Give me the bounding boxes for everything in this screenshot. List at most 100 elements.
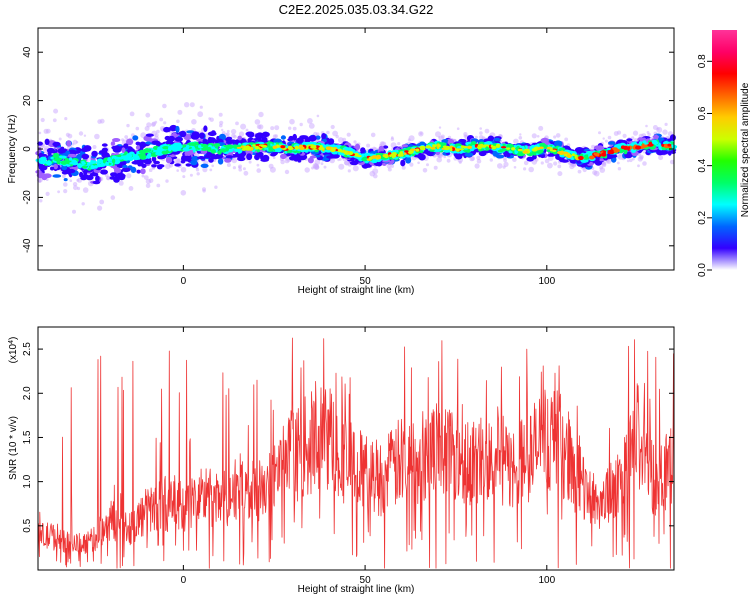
spectrogram-peak-cell — [430, 146, 436, 150]
spectrogram-peak-cell — [537, 147, 540, 151]
spectrogram-halo-cell — [176, 158, 183, 165]
spectrogram-halo-cell — [75, 141, 79, 144]
spectrogram-peak-cell — [578, 155, 584, 161]
spectrogram-halo-cell — [274, 125, 280, 131]
colorbar-label: Normalized spectral amplitude — [740, 82, 750, 217]
spectrogram-core-cell — [483, 141, 490, 145]
spectrogram-halo-cell — [184, 102, 190, 108]
spectrogram-band-cell — [360, 147, 366, 154]
spectrogram-peak-cell — [601, 152, 607, 157]
spectrogram-halo-cell — [135, 126, 140, 131]
spectrogram-halo-cell — [372, 168, 379, 175]
spectrogram-y-tick-label: 0 — [22, 146, 33, 152]
spectrogram-band-cell — [225, 155, 234, 159]
spectrogram-peak-cell — [549, 147, 553, 152]
spectrogram-core-cell — [96, 161, 100, 167]
spectrogram-halo-cell — [647, 132, 651, 137]
spectrogram-halo-cell — [272, 134, 277, 139]
spectrogram-halo-cell — [370, 132, 376, 138]
spectrogram-band-cell — [140, 168, 146, 175]
spectrogram-band-cell — [157, 155, 165, 160]
spectrogram-band-cell — [37, 141, 43, 146]
spectrogram-halo-cell — [99, 118, 105, 124]
spectrogram-core-cell — [429, 149, 435, 152]
spectrogram-halo-cell — [124, 135, 129, 139]
spectrogram-peak-cell — [501, 146, 507, 149]
spectrogram-halo-cell — [438, 126, 442, 129]
spectrogram-core-cell — [227, 145, 235, 148]
spectrogram-band-cell — [262, 154, 270, 162]
snr-y-tick-label: 1.0 — [22, 474, 33, 488]
spectrogram-peak-cell — [449, 147, 453, 152]
spectrogram-halo-cell — [602, 161, 606, 165]
spectrogram-peak-cell — [661, 143, 665, 147]
colorbar-ticks: 0.0 0.2 0.4 0.6 0.8 — [697, 54, 712, 277]
spectrogram-peak-cell — [337, 150, 345, 153]
spectrogram-panel: 0 50 100 40 20 0 -20 -40 Height of straight lin… — [7, 27, 678, 296]
spectrogram-band-cell — [207, 136, 212, 143]
spectrogram-halo-cell — [332, 130, 338, 137]
spectrogram-core-cell — [560, 147, 566, 152]
spectrogram-halo-cell — [202, 167, 208, 173]
spectrogram-band-cell — [151, 156, 157, 162]
spectrogram-halo-cell — [202, 187, 206, 192]
spectrogram-band-cell — [52, 141, 61, 147]
spectrogram-halo-cell — [599, 167, 606, 173]
spectrogram-core-cell — [71, 159, 77, 163]
spectrogram-peak-cell — [330, 147, 336, 152]
spectrogram-band-cell — [563, 145, 571, 149]
spectrogram-halo-cell — [219, 120, 224, 125]
spectrogram-halo-cell — [553, 161, 558, 166]
spectrogram-peak-cell — [397, 153, 404, 157]
spectrogram-core-cell — [86, 162, 92, 166]
spectrogram-halo-cell — [535, 158, 539, 162]
spectrogram-band-cell — [126, 138, 134, 146]
colorbar-bar — [712, 30, 737, 270]
spectrogram-peak-cell — [299, 144, 303, 149]
snr-y-tick-label: 2.0 — [22, 386, 33, 400]
spectrogram-core-cell — [361, 153, 365, 159]
spectrogram-band-cell — [532, 154, 537, 160]
spectrogram-halo-cell — [159, 117, 164, 122]
spectrogram-peak-cell — [613, 148, 618, 153]
spectrogram-x-tick-label: 100 — [538, 276, 555, 287]
spectrogram-x-tick-label: 0 — [181, 276, 187, 287]
spectrogram-band-cell — [203, 125, 208, 132]
spectrogram-band-cell — [112, 138, 121, 142]
spectrogram-halo-cell — [145, 183, 151, 189]
spectrogram-halo-cell — [52, 118, 57, 123]
spectrogram-halo-cell — [81, 202, 85, 206]
spectrogram-peak-cell — [252, 144, 256, 147]
spectrogram-core-cell — [162, 146, 170, 150]
spectrogram-band-cell — [297, 158, 302, 163]
spectrogram-band-cell — [52, 174, 62, 178]
spectrogram-core-cell — [214, 143, 221, 148]
spectrogram-halo-cell — [242, 167, 246, 171]
spectrogram-peak-cell — [594, 152, 600, 157]
spectrogram-halo-cell — [39, 199, 43, 203]
spectrogram-core-cell — [111, 158, 116, 164]
spectrogram-peak-cell — [258, 144, 265, 147]
spectrogram-halo-cell — [162, 103, 167, 109]
spectrogram-core-cell — [198, 144, 202, 149]
spectrogram-core-cell — [583, 155, 589, 160]
spectrogram-peak-cell — [419, 145, 426, 149]
spectrogram-band-cell — [151, 140, 161, 145]
spectrogram-core-cell — [68, 157, 73, 161]
spectrogram-peak-cell — [589, 155, 595, 160]
spectrogram-halo-cell — [474, 163, 480, 169]
spectrogram-halo-cell — [435, 131, 441, 138]
spectrogram-core-cell — [361, 157, 368, 162]
spectrogram-band-cell — [79, 171, 84, 178]
spectrogram-halo-cell — [418, 131, 424, 137]
spectrogram-band-cell — [258, 152, 264, 157]
spectrogram-halo-cell — [637, 156, 643, 162]
spectrogram-peak-cell — [635, 145, 642, 150]
spectrogram-peak-cell — [272, 145, 278, 149]
spectrogram-halo-cell — [408, 135, 415, 142]
spectrogram-halo-cell — [337, 137, 344, 143]
spectrogram-peak-cell — [383, 153, 389, 159]
spectrogram-band-cell — [400, 159, 406, 167]
spectrogram-core-cell — [173, 144, 177, 150]
